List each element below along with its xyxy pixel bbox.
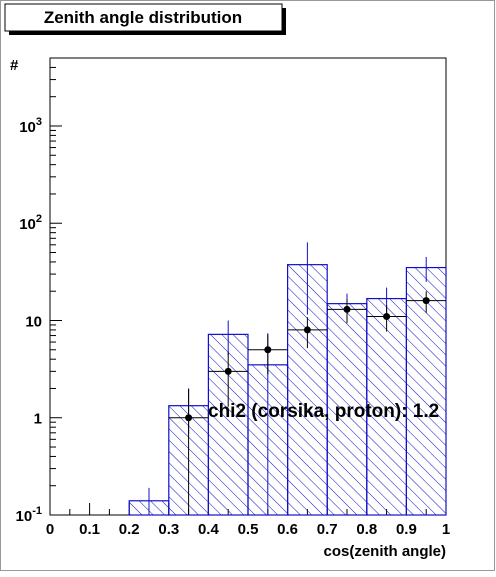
x-tick-label: 0.7 bbox=[317, 521, 338, 538]
chart-title: Zenith angle distribution bbox=[44, 8, 242, 27]
x-tick-label: 0.8 bbox=[356, 521, 377, 538]
y-tick-label: 10 bbox=[25, 313, 42, 330]
x-tick-label: 0.9 bbox=[396, 521, 417, 538]
y-tick-label: 10-1 bbox=[16, 505, 42, 525]
y-tick-base: 10 bbox=[25, 313, 42, 330]
x-tick-label: 0 bbox=[46, 521, 54, 538]
x-tick-label: 0.2 bbox=[119, 521, 140, 538]
x-tick-label: 0.5 bbox=[238, 521, 259, 538]
data-point bbox=[264, 346, 272, 354]
title-box bbox=[4, 3, 283, 32]
data-point bbox=[422, 297, 430, 305]
y-tick-base: 10 bbox=[19, 216, 36, 233]
y-tick-exponent: 2 bbox=[36, 213, 42, 225]
x-tick-label: 0.3 bbox=[158, 521, 179, 538]
data-point bbox=[343, 305, 351, 313]
histogram-bar bbox=[366, 297, 407, 516]
data-point bbox=[383, 312, 391, 320]
y-axis-label: # bbox=[10, 57, 19, 74]
y-tick-label: 103 bbox=[19, 116, 42, 136]
y-tick-exponent: -1 bbox=[32, 505, 42, 517]
y-tick-base: 1 bbox=[34, 411, 42, 428]
y-tick-exponent: 3 bbox=[36, 116, 42, 128]
annotation: chi2 (corsika, proton): 1.2 bbox=[208, 401, 439, 422]
y-tick-base: 10 bbox=[16, 508, 33, 525]
data-point bbox=[303, 326, 311, 334]
x-tick-label: 1 bbox=[442, 521, 450, 538]
x-axis-label: cos(zenith angle) bbox=[323, 543, 446, 560]
y-tick-base: 10 bbox=[19, 119, 36, 136]
x-tick-label: 0.1 bbox=[79, 521, 100, 538]
x-tick-label: 0.6 bbox=[277, 521, 298, 538]
y-tick-label: 1 bbox=[34, 411, 42, 428]
data-point bbox=[224, 367, 232, 375]
data-point bbox=[185, 414, 193, 422]
y-tick-label: 102 bbox=[19, 213, 42, 233]
x-tick-label: 0.4 bbox=[198, 521, 220, 538]
